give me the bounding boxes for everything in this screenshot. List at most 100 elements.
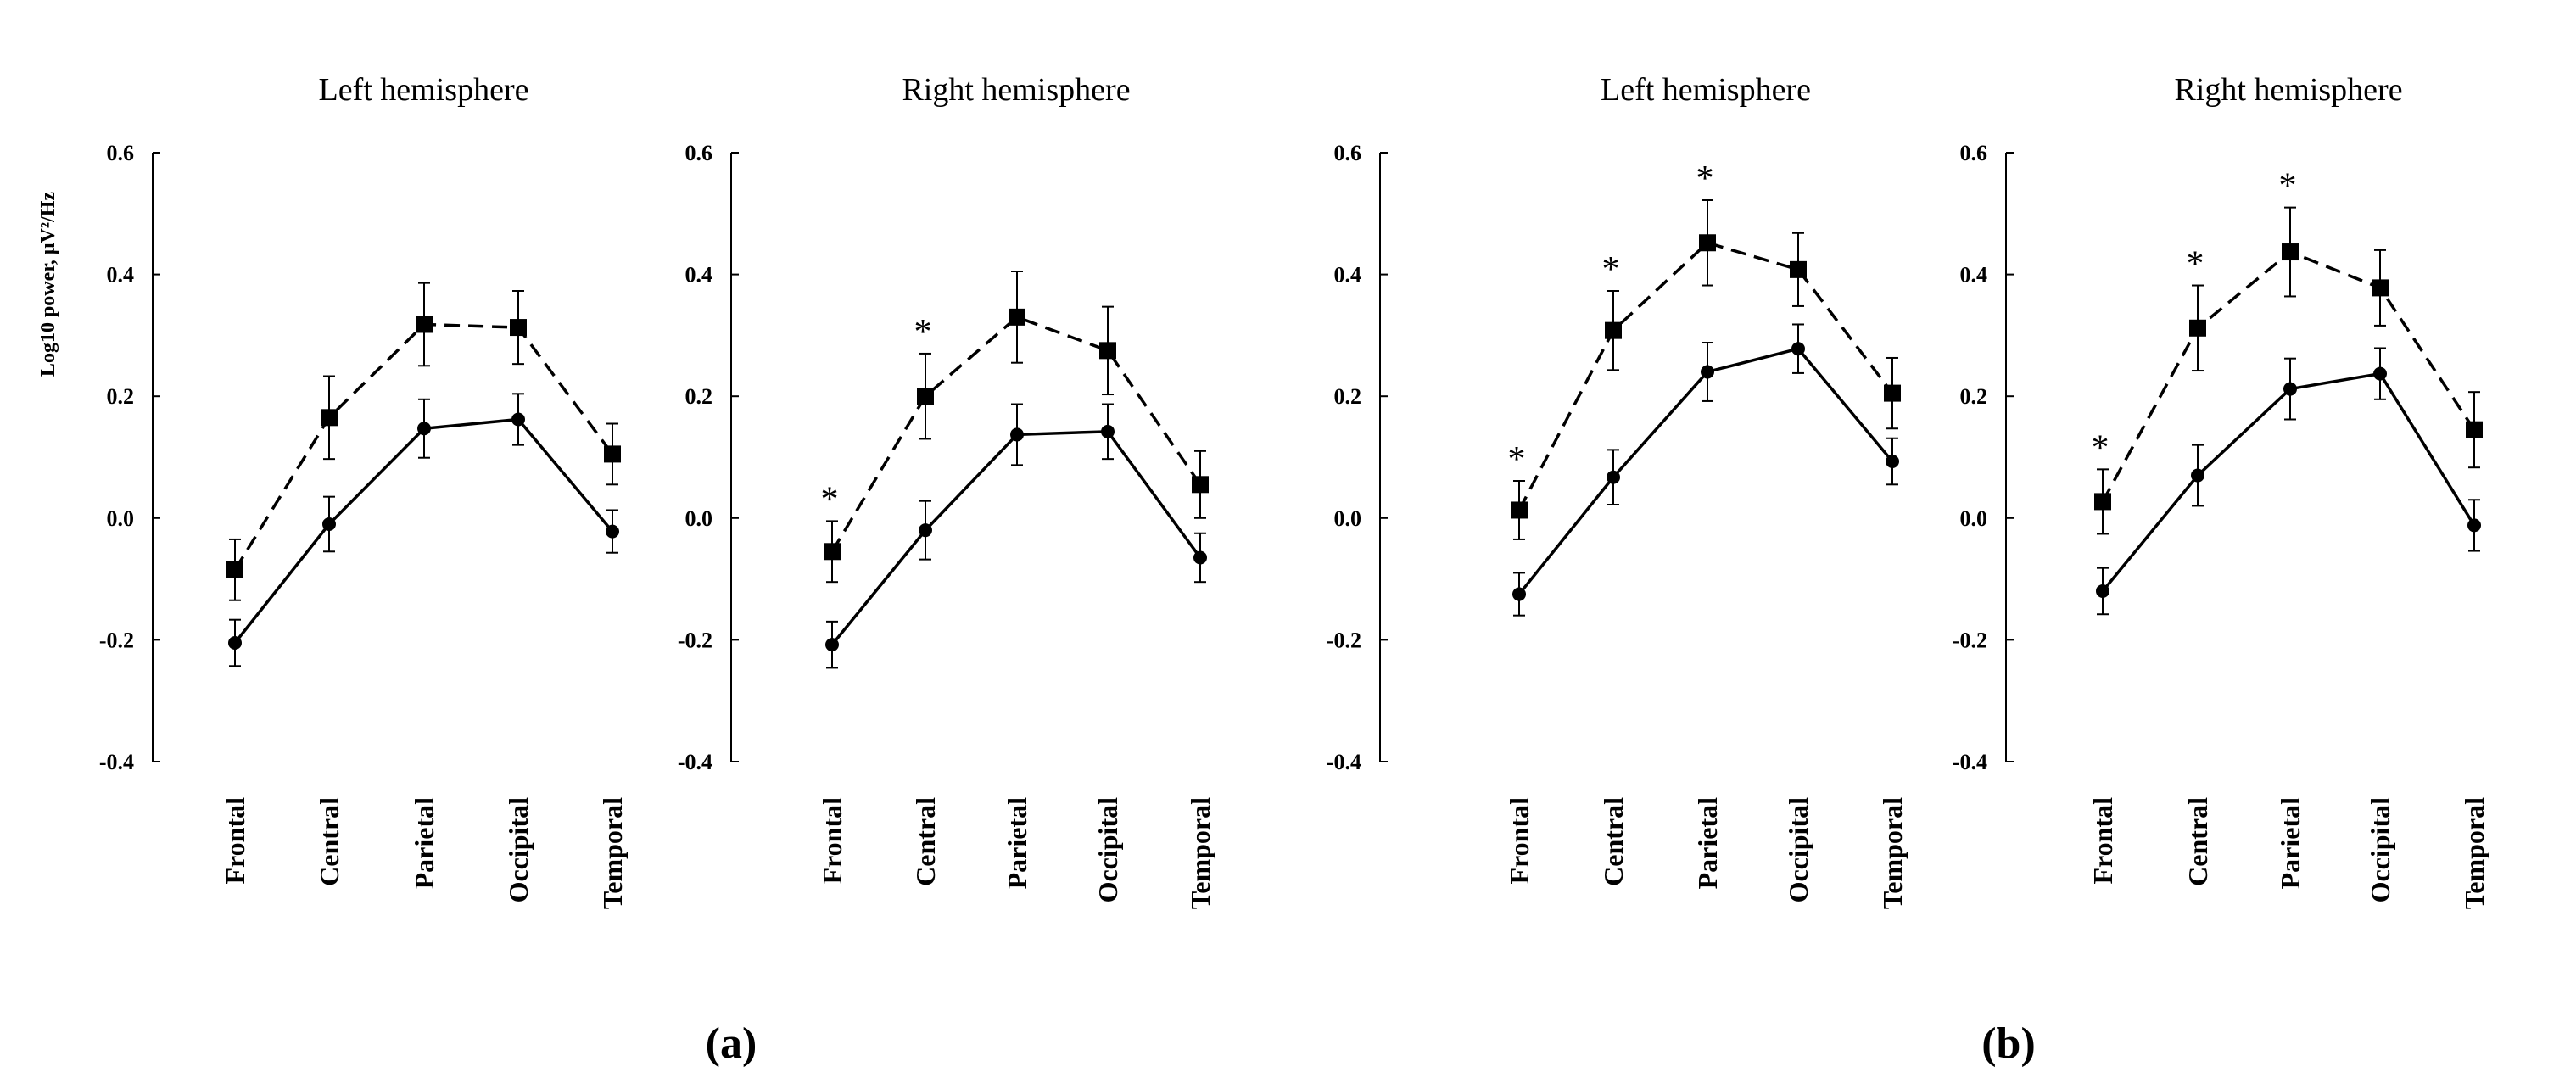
significance-star: * xyxy=(821,480,839,519)
data-point-square xyxy=(2466,421,2483,438)
significance-star: * xyxy=(1696,159,1714,198)
y-tick-label: 0.2 xyxy=(1960,384,1988,409)
data-point-square xyxy=(510,319,527,337)
y-tick-label: -0.2 xyxy=(1327,628,1361,652)
significance-star: * xyxy=(2279,167,2297,206)
y-tick-label: -0.2 xyxy=(678,628,712,652)
category-label-occipital: Occipital xyxy=(1783,797,1813,903)
figure-label-a: (a) xyxy=(706,1019,757,1068)
series-line-solid-circle xyxy=(2101,371,2476,593)
figure-label-b: (b) xyxy=(1981,1019,2036,1068)
data-point-circle xyxy=(919,523,932,538)
data-point-square xyxy=(1790,260,1807,278)
category-label-central: Central xyxy=(2182,797,2213,886)
data-point-square xyxy=(2372,279,2389,297)
category-label-occipital: Occipital xyxy=(1092,797,1123,903)
y-tick-label: 0.4 xyxy=(1960,263,1988,288)
panel-b-left-hemisphere: Left hemisphere 0.6 0.4 0.2 0.0 -0.2 -0.4 Front… xyxy=(1327,72,1908,909)
category-label-parietal: Parietal xyxy=(409,797,439,890)
data-point-circle xyxy=(1886,455,1899,469)
data-point-circle xyxy=(2191,468,2204,483)
data-point-square xyxy=(2189,319,2206,337)
category-label-parietal: Parietal xyxy=(2275,797,2305,890)
data-point-square xyxy=(2094,493,2111,511)
category-label-occipital: Occipital xyxy=(503,797,534,903)
y-tick-label: -0.2 xyxy=(1953,628,1987,652)
data-point-square xyxy=(226,561,243,578)
data-point-circle xyxy=(1010,427,1024,442)
y-tick-label: 0.2 xyxy=(685,384,713,409)
y-tick-label: 0.4 xyxy=(685,263,713,288)
data-point-circle xyxy=(1607,470,1620,484)
data-point-circle xyxy=(511,412,525,427)
data-point-circle xyxy=(2283,382,2297,396)
significance-star: * xyxy=(1602,250,1620,289)
category-label-temporal: Temporal xyxy=(2459,797,2489,909)
y-tick-label: -0.4 xyxy=(678,750,712,774)
y-tick-label: 0.4 xyxy=(107,263,135,288)
y-tick-label: 0.4 xyxy=(1334,263,1362,288)
y-tick-label: -0.4 xyxy=(1953,750,1987,774)
data-point-square xyxy=(2282,243,2299,261)
y-tick-label: 0.6 xyxy=(1334,141,1362,165)
y-tick-label: -0.2 xyxy=(99,628,134,652)
data-point-square xyxy=(604,445,621,463)
category-label-frontal: Frontal xyxy=(220,797,250,885)
y-tick-label: 0.0 xyxy=(107,506,135,531)
data-point-circle xyxy=(1101,424,1115,438)
data-point-circle xyxy=(1791,342,1805,356)
y-tick-label: 0.0 xyxy=(1960,506,1988,531)
series-line-solid-circle xyxy=(1517,347,1894,595)
data-point-circle xyxy=(2096,584,2109,598)
data-point-circle xyxy=(2373,366,2387,381)
y-tick-label: 0.6 xyxy=(1960,141,1988,165)
data-point-circle xyxy=(322,517,336,531)
data-point-circle xyxy=(417,422,431,436)
y-tick-label: -0.4 xyxy=(99,750,134,774)
series-line-dashed-square xyxy=(830,315,1202,553)
significance-star: * xyxy=(1508,440,1526,479)
panel-title: Left hemisphere xyxy=(1601,72,1811,108)
category-label-central: Central xyxy=(314,797,344,886)
panel-b-right-hemisphere: Right hemisphere 0.6 0.4 0.2 0.0 -0.2 -0.4 Fron… xyxy=(1953,72,2489,909)
data-point-square xyxy=(1511,501,1528,519)
data-point-square xyxy=(1009,308,1025,326)
category-label-temporal: Temporal xyxy=(597,797,628,909)
y-tick-label: 0.6 xyxy=(685,141,713,165)
panel-a-right-hemisphere: Right hemisphere 0.6 0.4 0.2 0.0 -0.2 -0.4 Fron… xyxy=(678,72,1215,909)
significance-star: * xyxy=(2092,428,2109,467)
data-point-circle xyxy=(228,635,242,650)
category-label-central: Central xyxy=(1598,797,1629,886)
y-tick-label: -0.4 xyxy=(1327,750,1361,774)
category-label-frontal: Frontal xyxy=(817,797,847,885)
category-label-frontal: Frontal xyxy=(1504,797,1534,885)
series-line-dashed-square xyxy=(1517,241,1894,511)
panel-a-left-hemisphere: Left hemisphere 0.6 0.4 0.2 0.0 -0.2 -0.4 Front… xyxy=(99,72,628,909)
y-tick-label: 0.0 xyxy=(685,506,713,531)
category-label-occipital: Occipital xyxy=(2365,797,2395,903)
panel-title: Right hemisphere xyxy=(2174,72,2402,108)
category-label-central: Central xyxy=(910,797,941,886)
y-tick-label: 0.2 xyxy=(107,384,135,409)
y-tick-label: 0.0 xyxy=(1334,506,1362,531)
data-point-square xyxy=(917,388,934,405)
category-label-parietal: Parietal xyxy=(1002,797,1032,890)
data-point-circle xyxy=(1512,587,1526,601)
data-point-square xyxy=(1699,234,1716,252)
data-point-square xyxy=(1605,321,1622,339)
data-point-circle xyxy=(825,638,839,652)
panel-title: Left hemisphere xyxy=(319,72,529,108)
significance-star: * xyxy=(914,313,932,352)
data-point-circle xyxy=(606,524,619,539)
significance-star: * xyxy=(2187,245,2204,284)
data-point-square xyxy=(1192,476,1209,494)
y-axis-label: Log10 power, µV²/Hz xyxy=(37,192,59,377)
category-label-frontal: Frontal xyxy=(2087,797,2118,885)
data-point-circle xyxy=(1193,550,1207,565)
y-tick-label: 0.2 xyxy=(1334,384,1362,409)
y-tick-label: 0.6 xyxy=(107,141,135,165)
data-point-square xyxy=(416,316,433,333)
data-point-square xyxy=(1099,342,1116,360)
data-point-square xyxy=(824,543,841,561)
